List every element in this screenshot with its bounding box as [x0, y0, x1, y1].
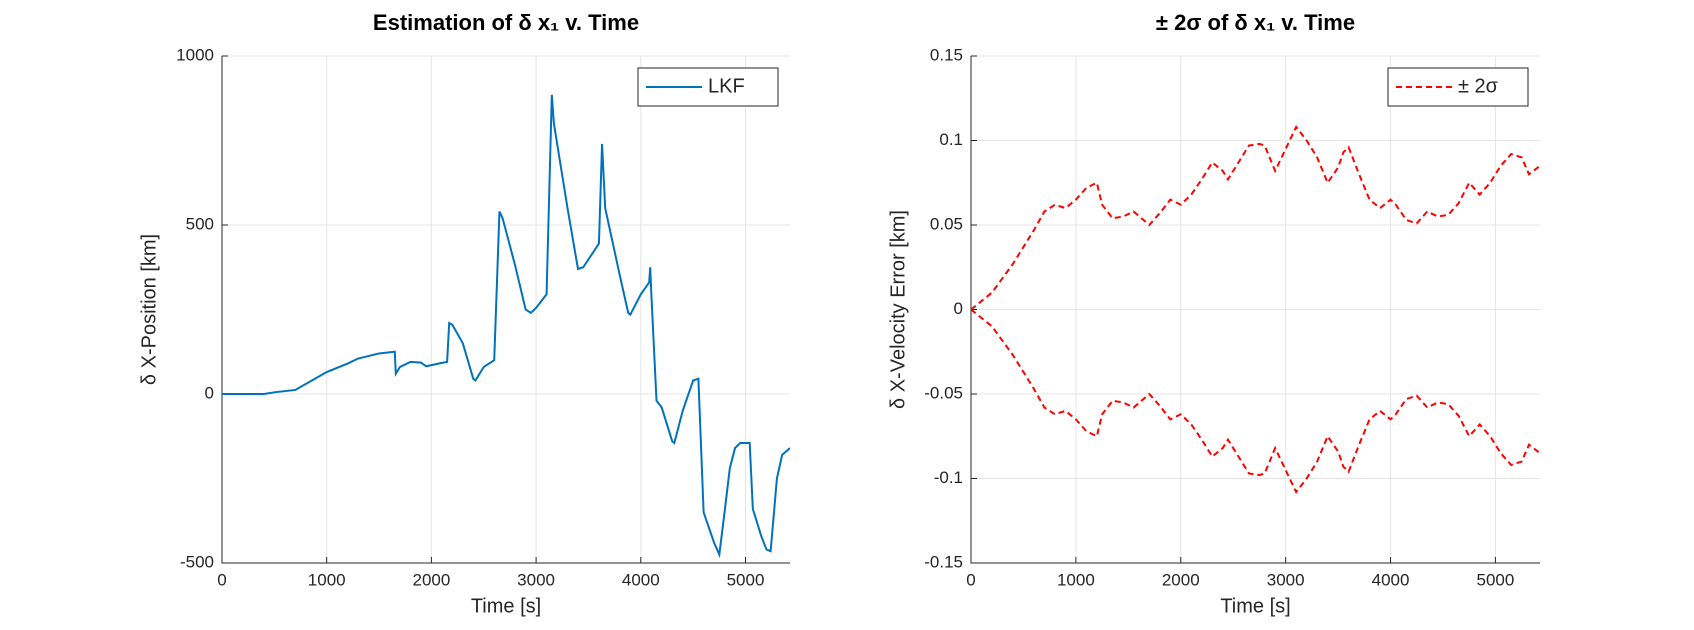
axis-line: [970, 56, 1540, 564]
subplot: 0 1000 2000 3000 4000 5000-50005001000Estimat…: [138, 10, 790, 617]
x-tick-label: 0: [966, 570, 975, 589]
x-tick-label: 1000: [308, 570, 346, 589]
y-axis-label: δ X-Velocity Error [km]: [887, 210, 909, 409]
y-axis-label: δ X-Position [km]: [138, 234, 160, 385]
legend-label: ± 2σ: [1458, 75, 1499, 97]
x-tick-label: 1000: [1057, 570, 1095, 589]
data-line: [222, 94, 790, 559]
y-tick-label: 0: [954, 299, 963, 318]
x-tick-label: 5000: [727, 570, 765, 589]
x-tick-label: 4000: [622, 570, 660, 589]
axis-line: [221, 56, 790, 564]
data-line: [971, 308, 1540, 494]
x-tick-label: 2000: [1162, 570, 1200, 589]
y-tick-label: -0.05: [924, 383, 963, 402]
data-line: [971, 125, 1540, 311]
x-tick-label: 4000: [1372, 570, 1410, 589]
y-tick-label: 0.15: [930, 45, 963, 64]
y-tick-label: -500: [180, 552, 214, 571]
y-tick-label: 0.1: [939, 130, 963, 149]
chart-title: ± 2σ of δ x₁ v. Time: [1156, 10, 1355, 35]
subplot: 0 1000 2000 3000 4000 5000 -0.15 -0.1 -0.05 0 0.05…: [887, 10, 1540, 617]
x-tick-label: 0: [217, 570, 226, 589]
y-tick-label: 500: [186, 214, 214, 233]
x-axis-label: Time [s]: [1220, 595, 1290, 617]
legend-label: LKF: [708, 75, 745, 97]
y-tick-label: 1000: [176, 45, 214, 64]
x-tick-label: 3000: [517, 570, 555, 589]
x-tick-label: 5000: [1477, 570, 1515, 589]
y-tick-label: -0.1: [934, 468, 963, 487]
chart-title: Estimation of δ x₁ v. Time: [373, 10, 639, 35]
x-tick-label: 2000: [412, 570, 450, 589]
x-axis-label: Time [s]: [471, 595, 541, 617]
x-tick-label: 3000: [1267, 570, 1305, 589]
y-tick-label: -0.15: [924, 552, 963, 571]
y-tick-label: 0: [205, 383, 214, 402]
y-tick-label: 0.05: [930, 214, 963, 233]
